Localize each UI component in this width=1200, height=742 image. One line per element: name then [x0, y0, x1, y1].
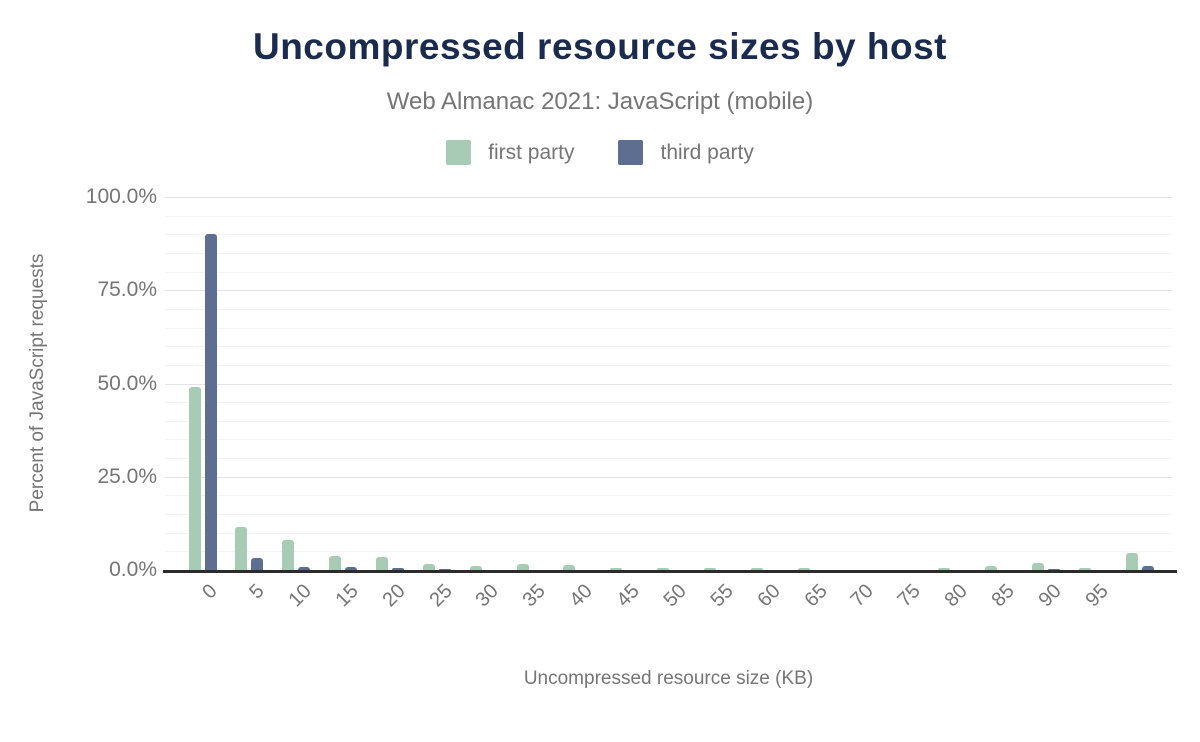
- y-tick-label-0.0%: 0.0%: [109, 558, 157, 581]
- first-party-swatch-icon: [446, 140, 472, 165]
- first-party-bar-15[interactable]: [329, 556, 342, 570]
- third-party-bar-70[interactable]: [860, 569, 873, 570]
- minor-gridline: [165, 532, 1172, 534]
- minor-gridline: [165, 215, 1172, 217]
- major-gridline: [165, 476, 1172, 478]
- plot-area: 0 5 10 15 20 25 30 35 40 45 50 55 60 65 70 75 80 85 90 95: [165, 197, 1172, 611]
- minor-gridline: [165, 364, 1172, 366]
- minor-gridline: [165, 402, 1172, 404]
- first-party-bar-10[interactable]: [282, 540, 295, 570]
- minor-gridline: [165, 327, 1172, 329]
- third-party-bar-15[interactable]: [345, 567, 358, 570]
- first-party-bar-0[interactable]: [188, 387, 201, 570]
- third-party-bar-35[interactable]: [532, 569, 545, 570]
- first-party-bar-95[interactable]: [1079, 568, 1092, 570]
- y-tick-label-75.0%: 75.0%: [97, 278, 157, 302]
- third-party-bar-20[interactable]: [391, 567, 404, 570]
- first-party-bar-55[interactable]: [704, 567, 717, 570]
- major-gridline: [165, 383, 1172, 385]
- minor-gridline: [165, 234, 1172, 236]
- third-party-bar-0[interactable]: [204, 234, 217, 570]
- first-party-bar-70[interactable]: [844, 569, 857, 570]
- first-party-bar-25[interactable]: [422, 564, 435, 570]
- chart-title: Uncompressed resource sizes by host: [252, 26, 948, 67]
- minor-gridline: [165, 420, 1172, 422]
- legend: first party third party: [0, 140, 1200, 165]
- minor-gridline: [165, 514, 1172, 516]
- minor-gridline: [165, 439, 1172, 441]
- minor-gridline: [165, 308, 1172, 310]
- third-party-bar-65[interactable]: [813, 569, 826, 570]
- legend-label-third-party: third party: [660, 140, 754, 164]
- chart-subtitle: Web Almanac 2021: JavaScript (mobile): [386, 88, 814, 115]
- first-party-bar-80[interactable]: [938, 568, 951, 570]
- third-party-bar-75[interactable]: [907, 569, 920, 570]
- minor-gridline: [165, 551, 1172, 553]
- third-party-bar-25[interactable]: [438, 569, 451, 570]
- first-party-bar-90[interactable]: [1032, 562, 1045, 570]
- third-party-bar-90[interactable]: [1048, 569, 1061, 570]
- first-party-bar-65[interactable]: [797, 568, 810, 570]
- minor-gridline: [165, 252, 1172, 254]
- first-party-bar-50[interactable]: [657, 568, 670, 570]
- legend-item-third-party[interactable]: third party: [618, 140, 754, 165]
- third-party-bar-55[interactable]: [720, 569, 733, 570]
- major-gridline: [165, 197, 1172, 198]
- minor-gridline: [165, 495, 1172, 497]
- minor-gridline: [165, 458, 1172, 460]
- third-party-bar-95[interactable]: [1095, 569, 1108, 570]
- third-party-bar-60[interactable]: [766, 569, 779, 570]
- third-party-bar-80[interactable]: [954, 569, 967, 570]
- first-party-bar-last[interactable]: [1125, 553, 1138, 570]
- third-party-bar-last[interactable]: [1141, 566, 1154, 570]
- third-party-bar-45[interactable]: [626, 569, 639, 570]
- third-party-bar-40[interactable]: [579, 569, 592, 570]
- x-axis-title: Uncompressed resource size (KB): [523, 668, 814, 689]
- first-party-bar-35[interactable]: [516, 564, 529, 570]
- y-tick-label-100.0%: 100.0%: [85, 185, 157, 208]
- legend-item-first-party[interactable]: first party: [446, 140, 574, 165]
- third-party-bar-30[interactable]: [485, 569, 498, 570]
- third-party-bar-5[interactable]: [251, 558, 264, 570]
- first-party-bar-45[interactable]: [610, 567, 623, 570]
- x-axis-line: [163, 570, 1177, 573]
- first-party-bar-30[interactable]: [469, 565, 482, 570]
- first-party-bar-85[interactable]: [985, 566, 998, 570]
- third-party-bar-50[interactable]: [673, 569, 686, 570]
- first-party-bar-60[interactable]: [750, 567, 763, 570]
- minor-gridline: [165, 346, 1172, 348]
- major-gridline: [165, 290, 1172, 292]
- first-party-bar-40[interactable]: [563, 565, 576, 570]
- legend-label-first-party: first party: [488, 140, 575, 164]
- y-tick-label-50.0%: 50.0%: [97, 371, 157, 395]
- first-party-bar-75[interactable]: [891, 569, 904, 570]
- minor-gridline: [165, 271, 1172, 273]
- first-party-bar-5[interactable]: [235, 527, 248, 570]
- first-party-bar-20[interactable]: [375, 556, 388, 570]
- third-party-swatch-icon: [618, 140, 644, 165]
- y-tick-label-25.0%: 25.0%: [97, 464, 157, 488]
- third-party-bar-10[interactable]: [298, 567, 311, 570]
- third-party-bar-85[interactable]: [1001, 569, 1014, 570]
